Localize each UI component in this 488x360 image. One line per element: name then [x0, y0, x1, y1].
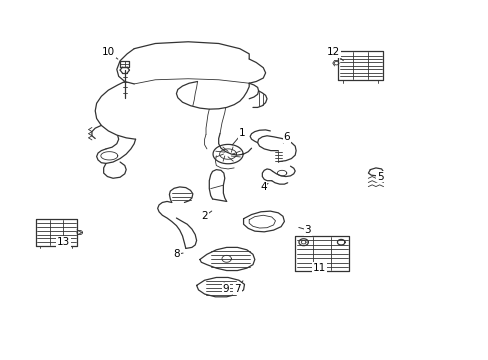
Text: 5: 5	[377, 172, 383, 181]
Text: 9: 9	[222, 284, 228, 294]
Text: 4: 4	[260, 182, 266, 192]
Text: 10: 10	[102, 47, 115, 57]
Text: 13: 13	[57, 237, 70, 247]
Text: 3: 3	[304, 225, 310, 235]
Text: 7: 7	[234, 284, 240, 294]
Text: 8: 8	[173, 249, 180, 259]
Text: 1: 1	[238, 129, 245, 138]
Text: 6: 6	[283, 132, 289, 142]
Text: 12: 12	[326, 47, 340, 57]
Text: 2: 2	[201, 211, 207, 221]
Text: 11: 11	[312, 263, 325, 273]
